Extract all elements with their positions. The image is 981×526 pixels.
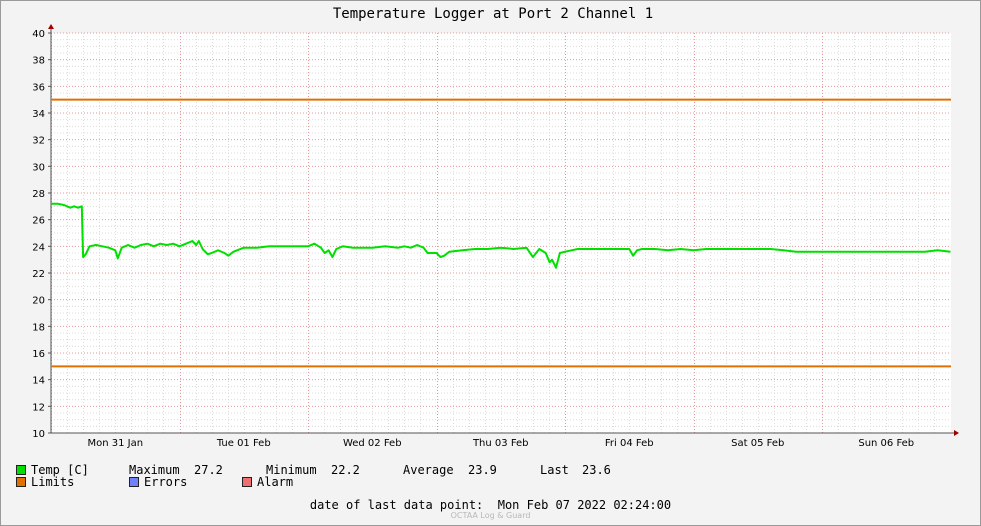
y-tick-label: 14 [32,376,45,387]
y-axis-arrow [48,24,54,29]
watermark-text: OCTAA Log & Guard [450,511,531,520]
x-tick-label: Mon 31 Jan [87,438,143,449]
limits-swatch [16,477,26,487]
y-tick-label: 26 [32,216,45,227]
x-tick-label: Fri 04 Feb [605,438,654,449]
x-tick-label: Tue 01 Feb [216,438,271,449]
temp-swatch [16,465,26,475]
y-tick-label: 12 [32,402,45,413]
y-tick-label: 18 [32,322,45,333]
x-tick-label: Wed 02 Feb [343,438,402,449]
legend-limits-label: Limits [31,475,75,489]
y-tick-label: 40 [32,29,45,40]
y-tick-label: 30 [32,162,45,173]
y-tick-label: 16 [32,349,45,360]
y-tick-label: 38 [32,56,45,67]
last-label: Last [540,463,569,477]
last-value: 23.6 [582,463,611,477]
y-tick-label: 10 [32,429,45,440]
y-tick-label: 32 [32,136,45,147]
y-tick-label: 36 [32,82,45,93]
legend-row-temp: Temp [C] Maximum 27.2 Minimum 22.2 Avera… [16,463,611,477]
chart-plot: Temperature Logger at Port 2 Channel 1 1… [32,6,959,449]
y-tick-label: 34 [32,109,45,120]
chart-title: Temperature Logger at Port 2 Channel 1 [333,6,653,22]
x-axis-arrow [954,430,959,436]
minimum-label: Minimum [266,463,317,477]
y-tick-label: 22 [32,269,45,280]
maximum-label: Maximum [129,463,180,477]
footer-value: Mon Feb 07 2022 02:24:00 [497,498,672,512]
legend-temp-label: Temp [C] [31,463,89,477]
legend-errors-label: Errors [144,475,188,489]
temperature-series-line [51,202,951,269]
legend-row-secondary: Limits Errors Alarm [16,475,293,489]
alarm-swatch [242,477,252,487]
y-tick-label: 24 [32,242,45,253]
maximum-value: 27.2 [194,463,223,477]
errors-swatch [129,477,139,487]
footer-label: date of last data point: [309,498,484,512]
legend-alarm-label: Alarm [257,475,294,489]
y-tick-label: 28 [32,189,45,200]
average-label: Average [403,463,454,477]
average-value: 23.9 [468,463,497,477]
x-tick-label: Thu 03 Feb [472,438,529,449]
y-tick-label: 20 [32,296,45,307]
last-data-point-footer: date of last data point: Mon Feb 07 2022… [0,498,981,512]
x-tick-label: Sat 05 Feb [731,438,784,449]
x-tick-label: Sun 06 Feb [858,438,914,449]
minimum-value: 22.2 [331,463,360,477]
